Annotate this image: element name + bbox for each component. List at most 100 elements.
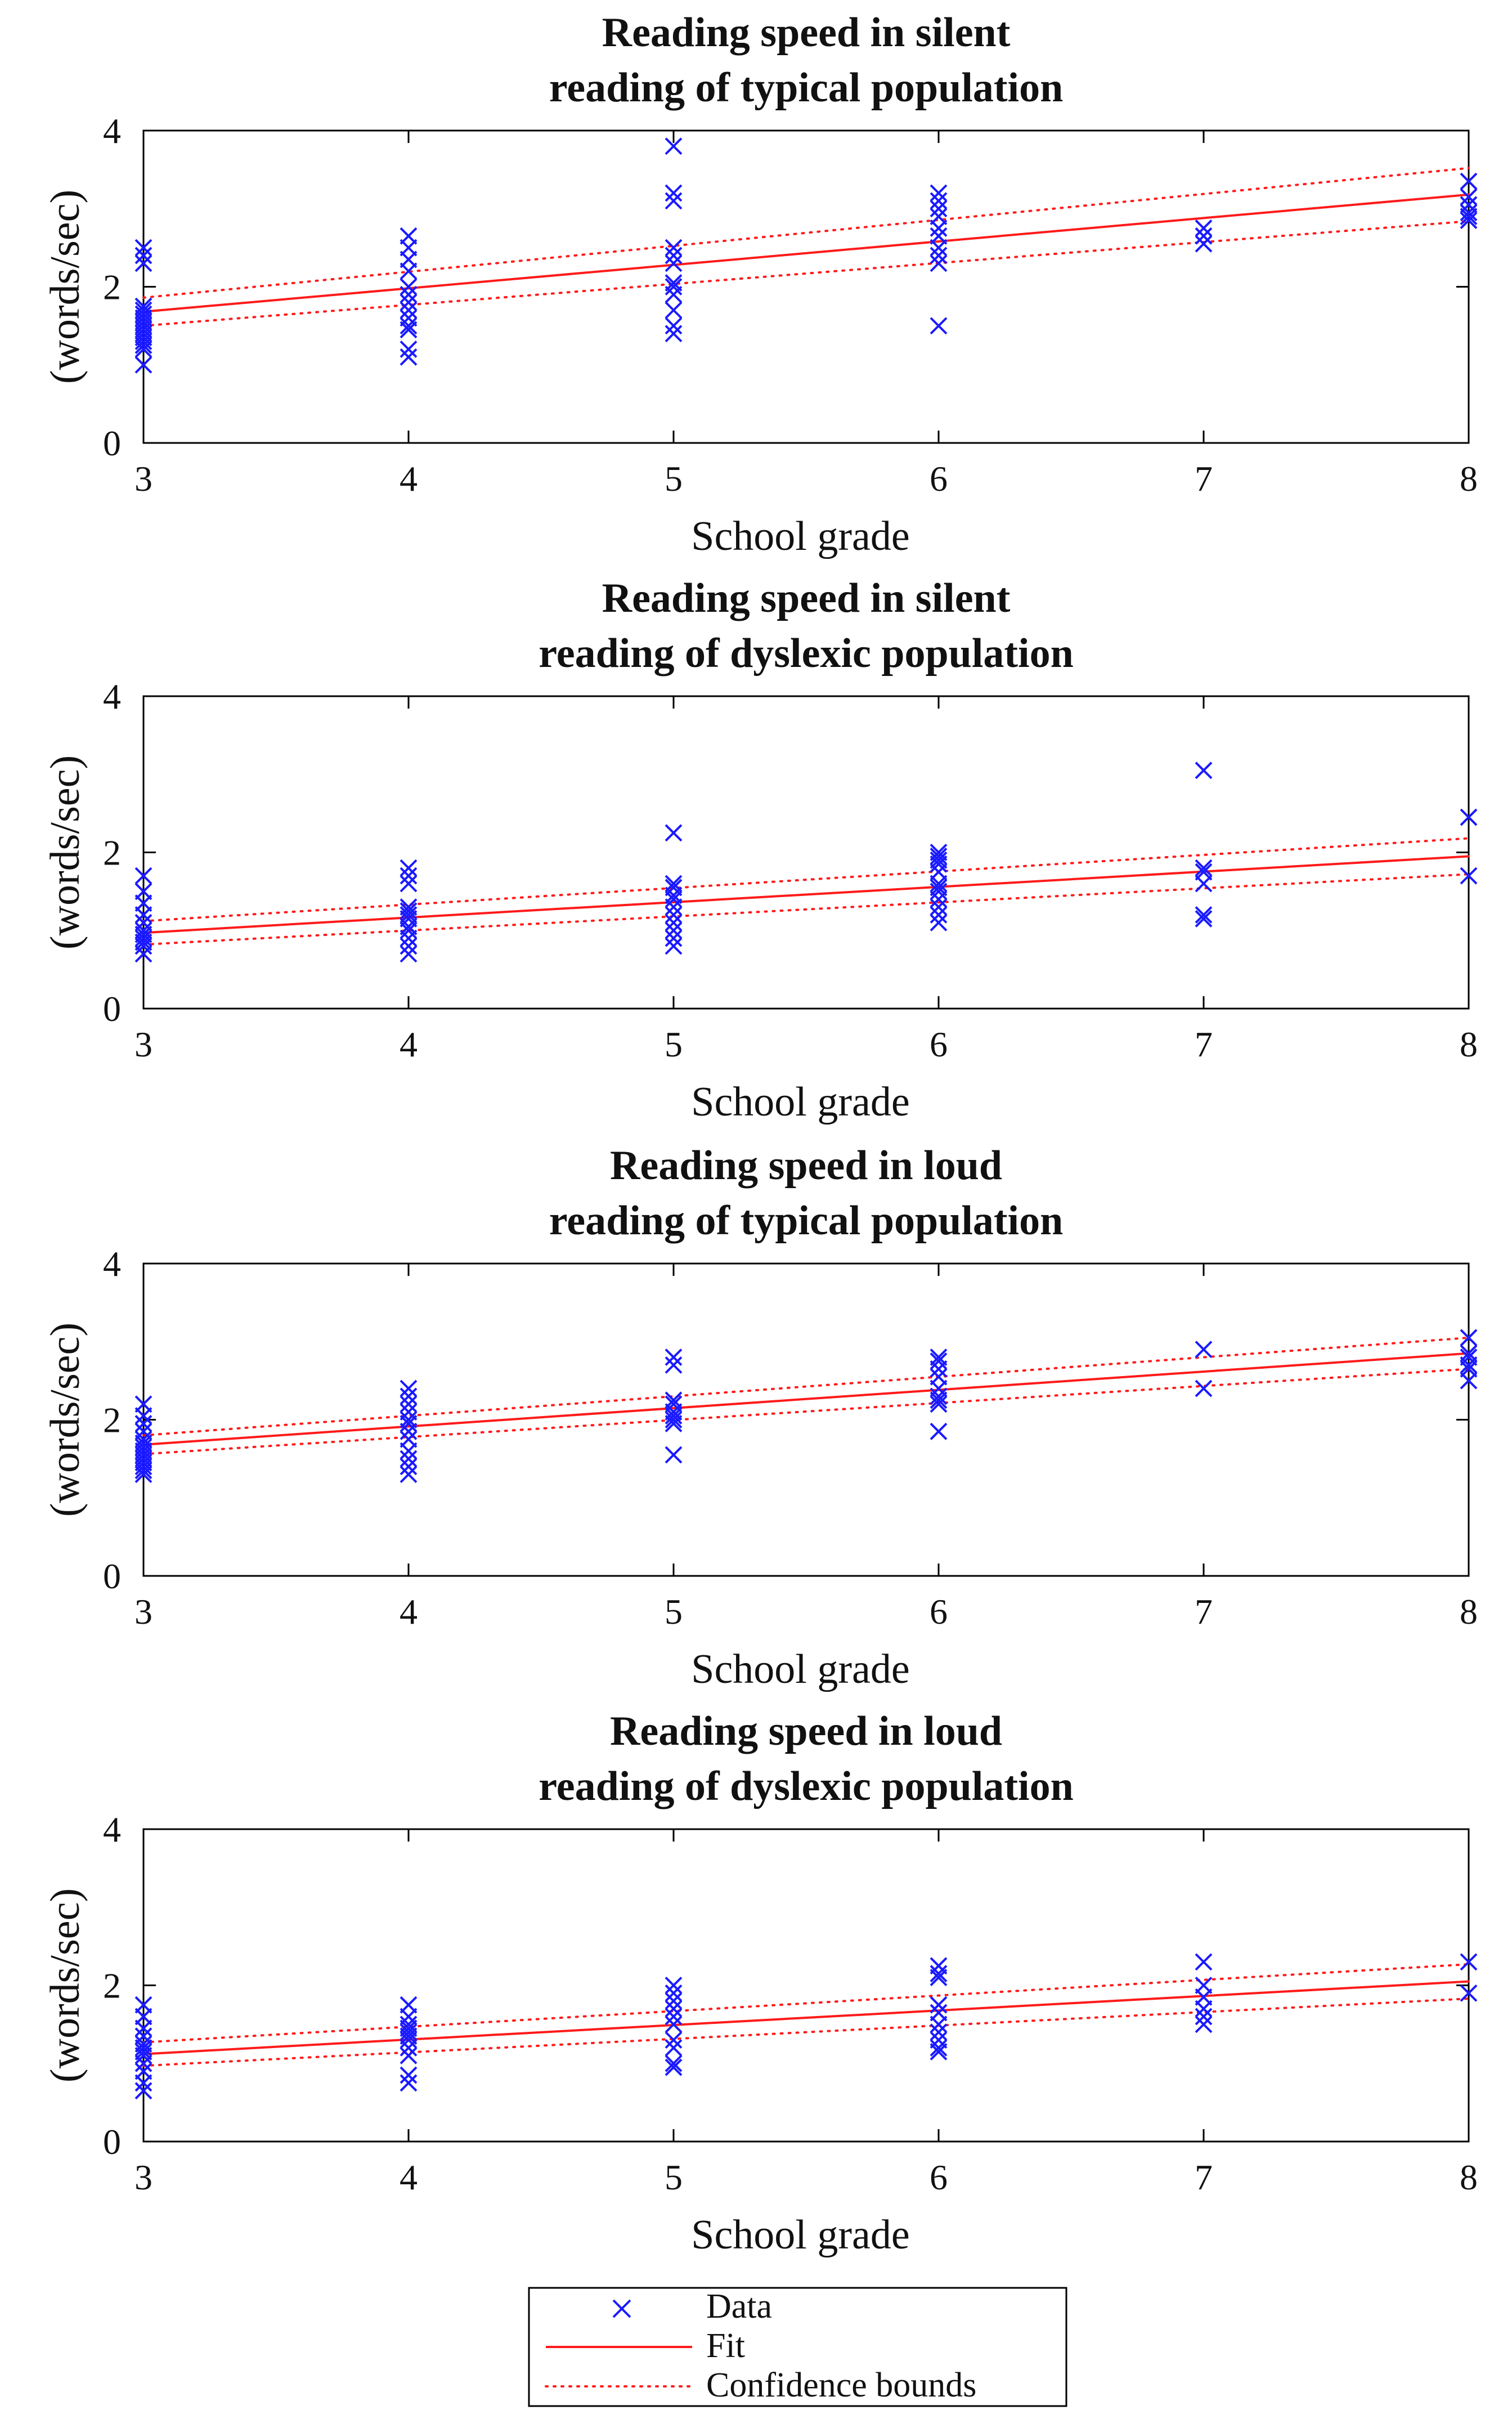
data-point [930, 317, 948, 335]
data-point [1195, 859, 1213, 877]
data-point [665, 1415, 683, 1432]
y-tick-label: 2 [103, 1400, 121, 1440]
y-tick-label: 4 [103, 1244, 121, 1284]
x-tick-label: 5 [665, 1592, 683, 1632]
chart-title-line: reading of typical population [549, 1198, 1064, 1244]
data-point [1195, 2000, 1213, 2018]
data-point [134, 337, 152, 354]
data-point [665, 1411, 683, 1428]
x-axis-label: School grade [691, 513, 909, 559]
data-point [134, 2046, 152, 2064]
data-point [1460, 212, 1478, 229]
data-point [400, 945, 418, 963]
y-axis-label: (words/sec) [42, 190, 88, 384]
y-tick-label: 0 [103, 989, 121, 1029]
data-point [1195, 235, 1213, 253]
data-point [930, 883, 948, 901]
chart-title-line: reading of typical population [549, 65, 1064, 111]
data-point [930, 2039, 948, 2057]
data-point [930, 1422, 948, 1440]
chart-panel-3: Reading speed in loud reading of typical … [42, 1143, 1478, 1692]
data-point [134, 341, 152, 358]
x-tick-label: 8 [1460, 1592, 1478, 1632]
chart-panel-4: Reading speed in loud reading of dyslexic… [42, 1708, 1478, 2258]
data-point [665, 278, 683, 295]
data-point [930, 254, 948, 272]
data-point [134, 247, 152, 265]
y-tick-label: 4 [103, 111, 121, 151]
data-point [134, 2039, 152, 2057]
data-point [1460, 208, 1478, 226]
data-point [134, 2054, 152, 2072]
data-point [134, 945, 152, 963]
data-point [665, 1992, 683, 2010]
data-point [400, 348, 418, 366]
x-tick-label: 6 [930, 1024, 948, 1064]
x-tick-label: 7 [1195, 1024, 1213, 1064]
data-point [1195, 227, 1213, 245]
data-point [930, 239, 948, 257]
data-point [1460, 188, 1478, 206]
data-point [134, 1462, 152, 1480]
x-tick-label: 6 [930, 459, 948, 499]
data-point [400, 293, 418, 311]
data-point [930, 184, 948, 202]
data-point [400, 1422, 418, 1440]
data-point [134, 254, 152, 272]
data-point [665, 137, 683, 155]
data-point [930, 1965, 948, 1983]
chart-panel-1: Reading speed in silent reading of typica… [42, 10, 1478, 559]
data-point [665, 184, 683, 202]
data-point [1195, 1341, 1213, 1359]
data-point [1460, 1953, 1478, 1971]
x-tick-label: 4 [400, 2157, 418, 2197]
data-point [1195, 875, 1213, 893]
data-point [134, 333, 152, 351]
data-point [400, 1442, 418, 1460]
data-point [134, 1407, 152, 1424]
data-point [400, 1450, 418, 1468]
data-point [665, 2008, 683, 2026]
chart-panel-2: Reading speed in silent reading of dyslex… [42, 575, 1478, 1125]
data-point [400, 2031, 418, 2049]
data-point [930, 906, 948, 924]
legend-label: Confidence bounds [706, 2366, 976, 2404]
y-tick-label: 0 [103, 423, 121, 463]
data-point [400, 867, 418, 885]
fit-line [142, 193, 1470, 313]
data-point [400, 2066, 418, 2084]
data-point [665, 2058, 683, 2076]
x-tick-label: 6 [930, 1592, 948, 1632]
x-tick-label: 7 [1195, 459, 1213, 499]
data-point [665, 1977, 683, 1994]
data-point [134, 356, 152, 374]
chart-title-line: Reading speed in loud [610, 1143, 1002, 1189]
confidence-bound-line [142, 1336, 1470, 1437]
confidence-bound-line [142, 873, 1470, 946]
data-point [665, 247, 683, 265]
data-point [930, 875, 948, 893]
data-point [930, 1360, 948, 1378]
data-point [930, 890, 948, 908]
y-axis-label: (words/sec) [42, 1323, 88, 1517]
y-tick-label: 2 [103, 267, 121, 307]
data-point [400, 921, 418, 939]
data-point [930, 1387, 948, 1405]
data-point [665, 2054, 683, 2072]
data-point [930, 848, 948, 865]
data-point [665, 824, 683, 842]
data-point [1460, 808, 1478, 826]
data-point [665, 2039, 683, 2057]
data-point [400, 262, 418, 280]
data-point [1460, 204, 1478, 222]
y-tick-label: 2 [103, 1966, 121, 2006]
data-point [134, 937, 152, 955]
data-point [400, 859, 418, 877]
data-point [400, 875, 418, 893]
data-point [665, 890, 683, 908]
chart-title-line: Reading speed in silent [602, 575, 1011, 621]
x-tick-label: 8 [1460, 1024, 1478, 1064]
data-point [134, 1458, 152, 1476]
data-point [930, 1352, 948, 1370]
